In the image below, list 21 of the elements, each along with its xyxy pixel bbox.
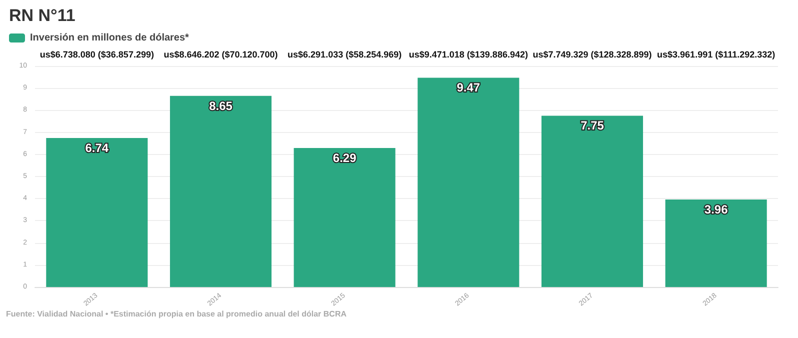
data-label: 7.75 [580, 118, 604, 133]
legend-label: Inversión en millones de dólares* [30, 32, 190, 44]
text: us$6.291.033 ($58.254.969) [288, 50, 402, 60]
text: us$7.749.329 ($128.328.899) [532, 50, 652, 60]
text: us$8.646.202 ($70.120.700) [164, 50, 278, 60]
bar [541, 116, 644, 287]
text: us$3.961.991 ($111.292.332) [657, 50, 776, 60]
text: us$6.738.080 ($36.857.299) [40, 50, 154, 60]
data-label: 3.96 [704, 202, 728, 216]
bar [170, 96, 272, 287]
chart-title: RN N°11 [9, 6, 76, 25]
data-label: 9.47 [456, 80, 480, 95]
bar [665, 199, 767, 287]
bar [294, 148, 396, 287]
bar [46, 138, 148, 287]
text: us$9.471.018 ($139.886.942) [408, 50, 528, 60]
data-label: 6.29 [332, 150, 357, 165]
data-label: 8.65 [209, 98, 233, 113]
data-label: 6.74 [85, 141, 109, 156]
source-note: Fuente: Vialidad Nacional • *Estimación propia en base al promedio anual del dólar BCRA [6, 310, 347, 318]
bar [418, 78, 520, 287]
